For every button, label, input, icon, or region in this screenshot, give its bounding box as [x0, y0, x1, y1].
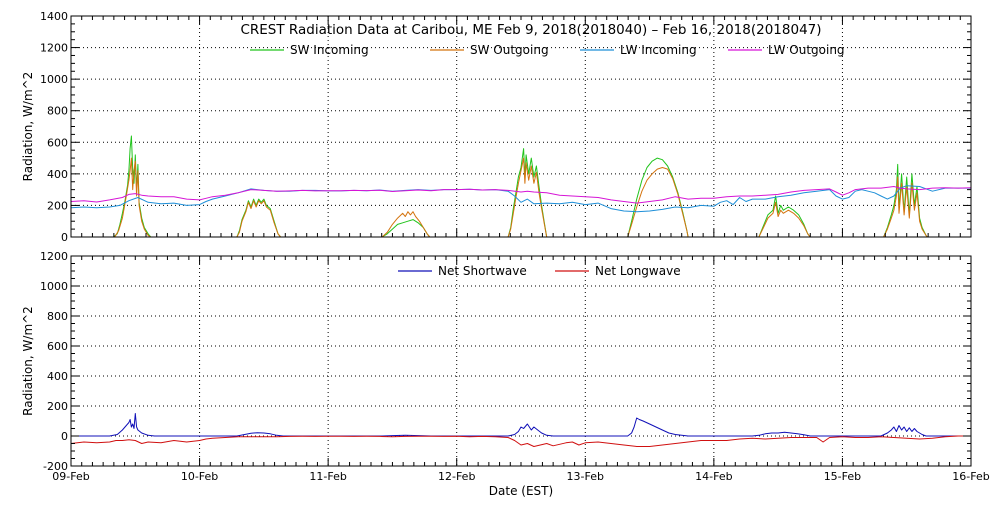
- bottom-y-tick-label: 0: [61, 430, 68, 443]
- bottom-x-tick-label: 10-Feb: [181, 470, 218, 483]
- bottom-y-tick-label: 400: [47, 370, 68, 383]
- bottom-x-tick-label: 13-Feb: [567, 470, 604, 483]
- top-y-tick-label: 1400: [40, 10, 68, 23]
- top-y-tick-label: 0: [61, 231, 68, 244]
- bottom-series-net-shortwave: [71, 413, 971, 437]
- top-y-tick-label: 200: [47, 199, 68, 212]
- bottom-y-tick-label: 600: [47, 340, 68, 353]
- bottom-x-tick-label: 14-Feb: [695, 470, 732, 483]
- bottom-x-axis-title: Date (EST): [489, 484, 553, 498]
- bottom-y-tick-label: -200: [43, 460, 68, 473]
- top-legend-label: LW Incoming: [620, 43, 697, 57]
- top-y-tick-label: 600: [47, 136, 68, 149]
- top-y-axis-title: Radiation, W/m^2: [21, 72, 35, 182]
- bottom-x-tick-label: 15-Feb: [824, 470, 861, 483]
- top-legend-label: SW Outgoing: [470, 43, 549, 57]
- bottom-x-tick-label: 09-Feb: [52, 470, 89, 483]
- top-y-tick-label: 800: [47, 105, 68, 118]
- top-legend-label: LW Outgoing: [768, 43, 845, 57]
- top-legend-label: SW Incoming: [290, 43, 369, 57]
- bottom-legend-label: Net Longwave: [595, 264, 681, 278]
- chart-title: CREST Radiation Data at Caribou, ME Feb …: [240, 22, 821, 38]
- bottom-y-axis-title: Radiation, W/m^2: [21, 306, 35, 416]
- bottom-panel: -200 0 200 400 600 800 1000 1200 09-Feb 10-Feb 11-…: [21, 250, 990, 498]
- top-series-lw-incoming: [70, 185, 971, 213]
- bottom-y-tick-label: 200: [47, 400, 68, 413]
- top-series-lw-outgoing: [70, 186, 972, 204]
- top-y-tick-label: 1200: [40, 42, 68, 55]
- bottom-y-tick-label: 1000: [40, 280, 68, 293]
- bottom-x-tick-label: 11-Feb: [309, 470, 346, 483]
- bottom-x-tick-label: 16-Feb: [952, 470, 989, 483]
- bottom-legend-label: Net Shortwave: [438, 264, 527, 278]
- bottom-x-tick-label: 12-Feb: [438, 470, 475, 483]
- top-y-tick-label: 400: [47, 168, 68, 181]
- top-y-tick-label: 1000: [40, 73, 68, 86]
- top-panel: 0 200 400 600 800 1000 1200 1400 Radiation, W/m^…: [21, 10, 972, 244]
- bottom-series-net-longwave: [70, 435, 971, 447]
- bottom-y-tick-label: 800: [47, 310, 68, 323]
- bottom-y-tick-label: 1200: [40, 250, 68, 263]
